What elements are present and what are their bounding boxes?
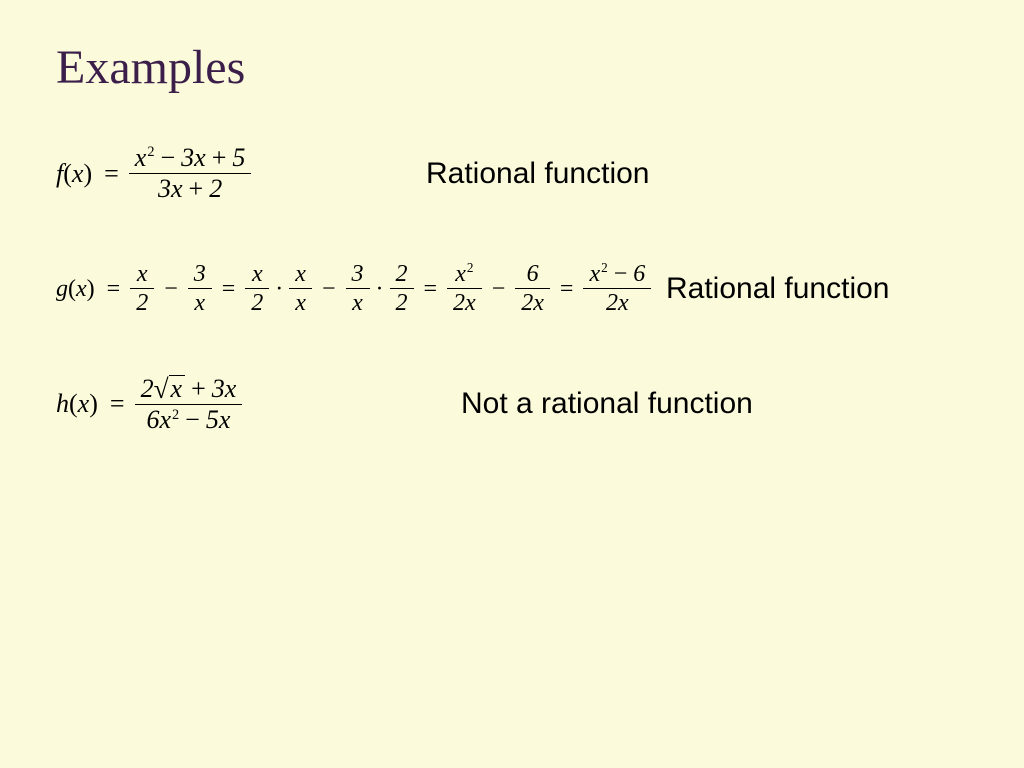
func-arg-2: x (76, 276, 87, 302)
fraction-3: 2√x+3x 6x2−5x (135, 373, 243, 435)
func-arg-1: x (72, 159, 84, 188)
example-row-3: h(x) = 2√x+3x 6x2−5x Not a rational func… (56, 373, 968, 435)
func-name-2: g (56, 276, 68, 302)
example-row-1: f(x) = x2−3x+5 3x+2 Rational function (56, 143, 968, 204)
slide: Examples f(x) = x2−3x+5 3x+2 Rational fu… (0, 0, 1024, 768)
equation-1: f(x) = x2−3x+5 3x+2 (56, 143, 426, 204)
equation-2: g(x) = x2 − 3x = x2 · xx − 3x · 22 = x22… (56, 260, 666, 317)
label-3: Not a rational function (461, 387, 753, 421)
label-1: Rational function (426, 157, 649, 191)
equation-3: h(x) = 2√x+3x 6x2−5x (56, 373, 461, 435)
slide-title: Examples (56, 40, 968, 95)
example-row-2: g(x) = x2 − 3x = x2 · xx − 3x · 22 = x22… (56, 260, 968, 317)
func-name-3: h (56, 389, 69, 418)
label-2: Rational function (666, 272, 889, 306)
fraction-1: x2−3x+5 3x+2 (129, 143, 252, 204)
sqrt-icon: √x (154, 375, 186, 402)
func-arg-3: x (78, 389, 90, 418)
